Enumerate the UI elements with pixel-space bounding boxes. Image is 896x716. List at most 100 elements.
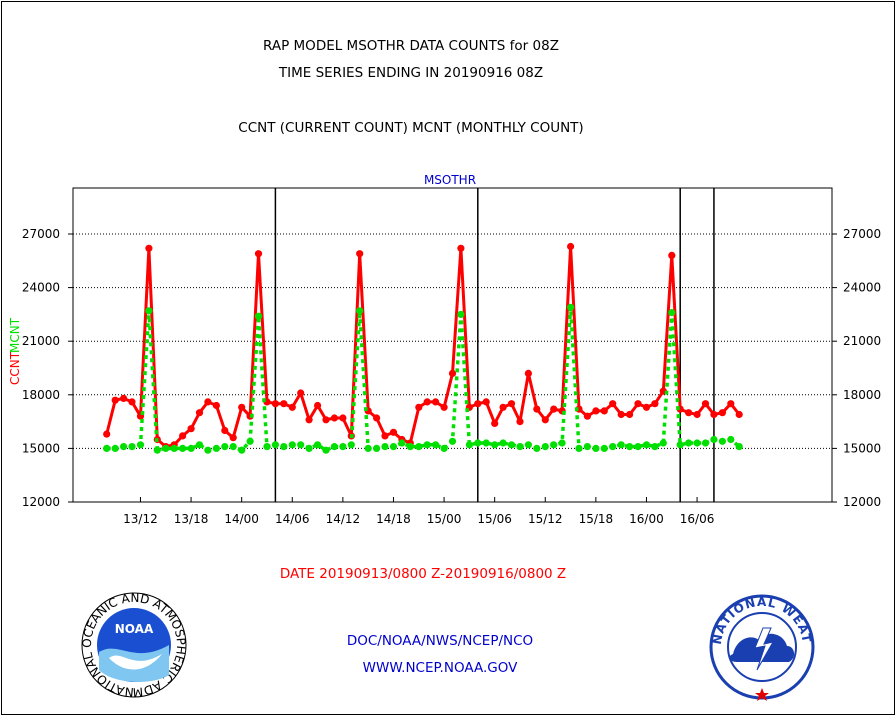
data-point-mcnt [136,441,145,449]
data-point-mcnt [642,441,651,449]
x-tick-label: 15/12 [528,512,563,526]
data-point-mcnt [204,446,212,454]
data-point-mcnt [381,443,389,451]
y-tick-label-right: 12000 [843,495,881,509]
data-point-mcnt [533,444,541,452]
data-point-ccnt [499,403,507,411]
data-point-ccnt [423,398,431,406]
date-range: DATE 20190913/0800 Z-20190916/0800 Z [279,566,567,582]
data-point-mcnt [482,439,490,447]
data-point-ccnt [626,410,634,419]
y-tick-label-right: 15000 [843,441,881,455]
chart-subtitle-legend: CCNT (CURRENT COUNT) MCNT (MONTHLY COUNT… [238,120,584,136]
data-point-ccnt [491,419,499,427]
x-tick-label: 16/06 [680,512,715,526]
data-point-mcnt [524,441,533,449]
data-point-ccnt [600,407,608,415]
data-point-ccnt [339,414,347,422]
x-tick-label: 15/18 [579,512,614,526]
data-point-mcnt [550,441,558,449]
data-point-ccnt [330,414,338,422]
y-tick-label-left: 18000 [22,388,60,402]
data-point-ccnt [212,401,220,410]
data-point-mcnt [162,444,170,452]
y-tick-label-right: 21000 [843,334,881,348]
data-point-mcnt [120,443,128,451]
data-point-mcnt [179,444,187,452]
data-point-mcnt [457,310,465,318]
footer-url[interactable]: WWW.NCEP.NOAA.GOV [362,660,518,676]
data-point-ccnt [541,416,549,424]
data-point-mcnt [567,303,575,311]
data-point-ccnt [516,418,524,426]
y-tick-label-right: 24000 [843,281,881,295]
data-point-mcnt [465,441,473,449]
plot-area [72,187,833,503]
data-point-ccnt [727,400,735,408]
data-point-mcnt [701,439,710,447]
data-point-mcnt [592,444,600,452]
data-point-mcnt [609,443,617,451]
footer-org: DOC/NOAA/NWS/NCEP/NCO [346,633,534,649]
data-point-mcnt [297,441,305,449]
data-point-ccnt [693,410,701,419]
data-point-mcnt [221,443,229,451]
series-line-ccnt [105,245,741,449]
data-point-ccnt [474,400,482,408]
data-point-ccnt [507,400,516,408]
data-point-ccnt [710,410,718,419]
noaa-logo-icon: NATIONAL OCEANIC AND ATMOSPHERIC ADMINIS… [74,590,188,699]
data-point-mcnt [398,439,406,447]
data-point-mcnt [322,446,330,454]
data-point-mcnt [617,441,625,449]
panel-label: MSOTHR [424,173,476,187]
data-point-mcnt [491,441,499,449]
data-point-mcnt [254,312,263,320]
x-tick-label: 13/18 [174,512,209,526]
data-point-mcnt [423,441,431,449]
data-point-mcnt [432,441,440,449]
data-point-mcnt [103,444,111,452]
data-point-ccnt [457,244,465,252]
data-point-ccnt [229,434,237,442]
noaa-logo-text: NOAA [115,622,154,636]
data-point-ccnt [254,250,263,258]
data-point-mcnt [507,441,516,449]
data-point-mcnt [718,437,727,445]
data-point-ccnt [373,414,381,422]
data-point-mcnt [195,441,204,449]
x-tick-label: 14/12 [326,512,361,526]
data-point-ccnt [187,425,195,433]
data-point-ccnt [718,409,727,417]
data-point-mcnt [153,446,161,454]
data-point-ccnt [305,416,313,424]
x-tick-label: 14/06 [275,512,310,526]
x-tick-label: 14/00 [224,512,259,526]
data-point-ccnt [592,407,600,415]
data-point-ccnt [103,430,111,438]
data-point-ccnt [448,369,457,377]
data-point-ccnt [120,394,128,402]
y-tick-label-left: 15000 [22,441,60,455]
data-point-mcnt [651,443,659,451]
data-point-mcnt [727,435,735,444]
data-point-mcnt [389,443,398,451]
data-point-mcnt [676,441,684,449]
data-point-ccnt [617,410,625,419]
data-point-ccnt [533,405,541,413]
ylabel-mcnt: MCNT [8,317,22,353]
data-point-mcnt [634,443,642,451]
data-point-ccnt [128,398,136,406]
data-point-ccnt [111,396,119,404]
data-point-ccnt [221,426,229,435]
data-point-mcnt [145,307,153,315]
data-point-ccnt [195,409,204,417]
data-point-ccnt [238,403,246,411]
data-point-ccnt [701,400,710,408]
data-point-mcnt [659,439,667,447]
data-point-mcnt [280,443,288,451]
data-point-ccnt [668,251,676,259]
y-tick-label-right: 18000 [843,388,881,402]
data-point-mcnt [288,441,296,449]
data-point-mcnt [339,443,347,451]
